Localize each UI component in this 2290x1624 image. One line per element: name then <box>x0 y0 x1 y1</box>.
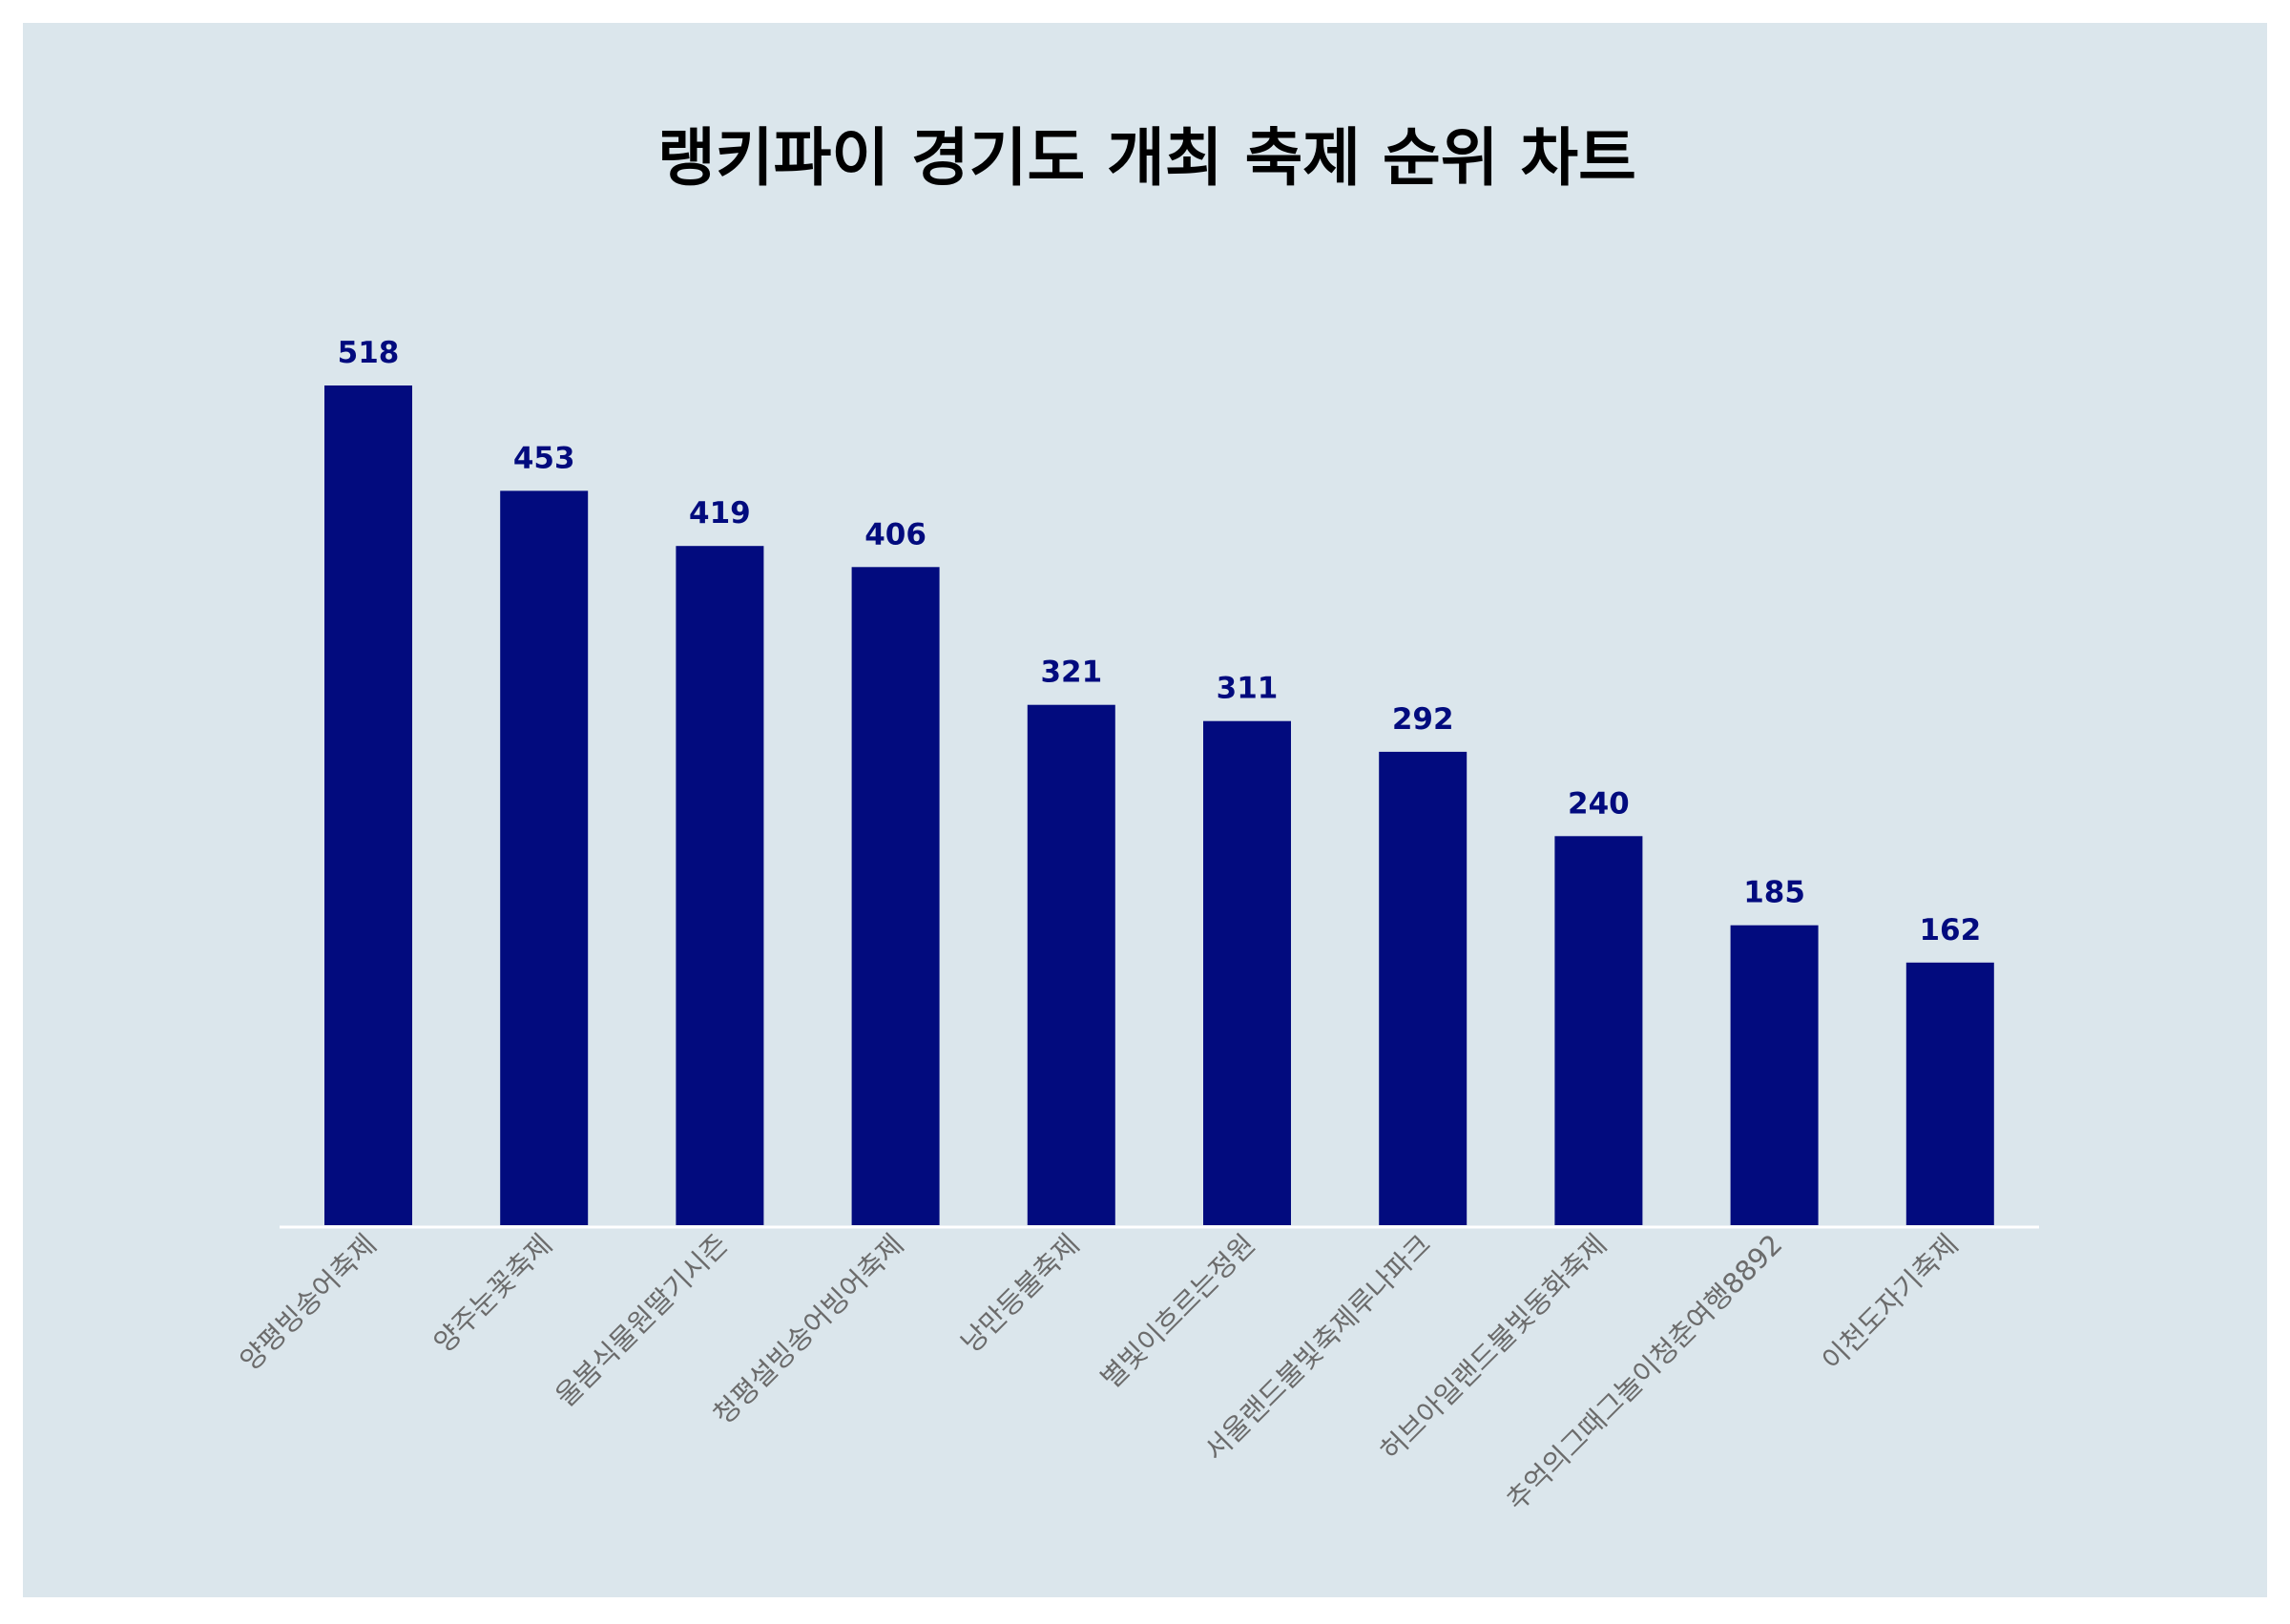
bar-value-label: 292 <box>1392 702 1454 737</box>
bar <box>1730 925 1819 1225</box>
bar <box>851 567 940 1225</box>
bar-value-label: 518 <box>338 336 400 370</box>
bar-value-label: 162 <box>1919 913 1981 947</box>
bar-value-label: 419 <box>689 496 751 531</box>
bar <box>500 490 589 1225</box>
bar <box>324 385 412 1225</box>
bar <box>1905 962 1994 1225</box>
bar <box>1379 751 1468 1225</box>
bar <box>1027 704 1115 1225</box>
bar <box>676 546 764 1225</box>
bar-value-label: 321 <box>1040 656 1102 690</box>
bar-value-label: 311 <box>1217 672 1279 706</box>
bar <box>1554 836 1643 1225</box>
bars-layer <box>324 385 1994 1225</box>
bar-value-label: 453 <box>513 441 575 475</box>
bar-value-label: 185 <box>1743 876 1805 910</box>
bar-value-label: 406 <box>864 517 926 552</box>
chart-title: 랭키파이 경기도 개최 축제 순위 차트 <box>657 121 1636 195</box>
value-labels-layer: 518 453 419 406 321 311 292 240 185 162 <box>338 336 1982 947</box>
bar <box>1203 720 1291 1225</box>
bar-value-label: 240 <box>1568 786 1630 821</box>
